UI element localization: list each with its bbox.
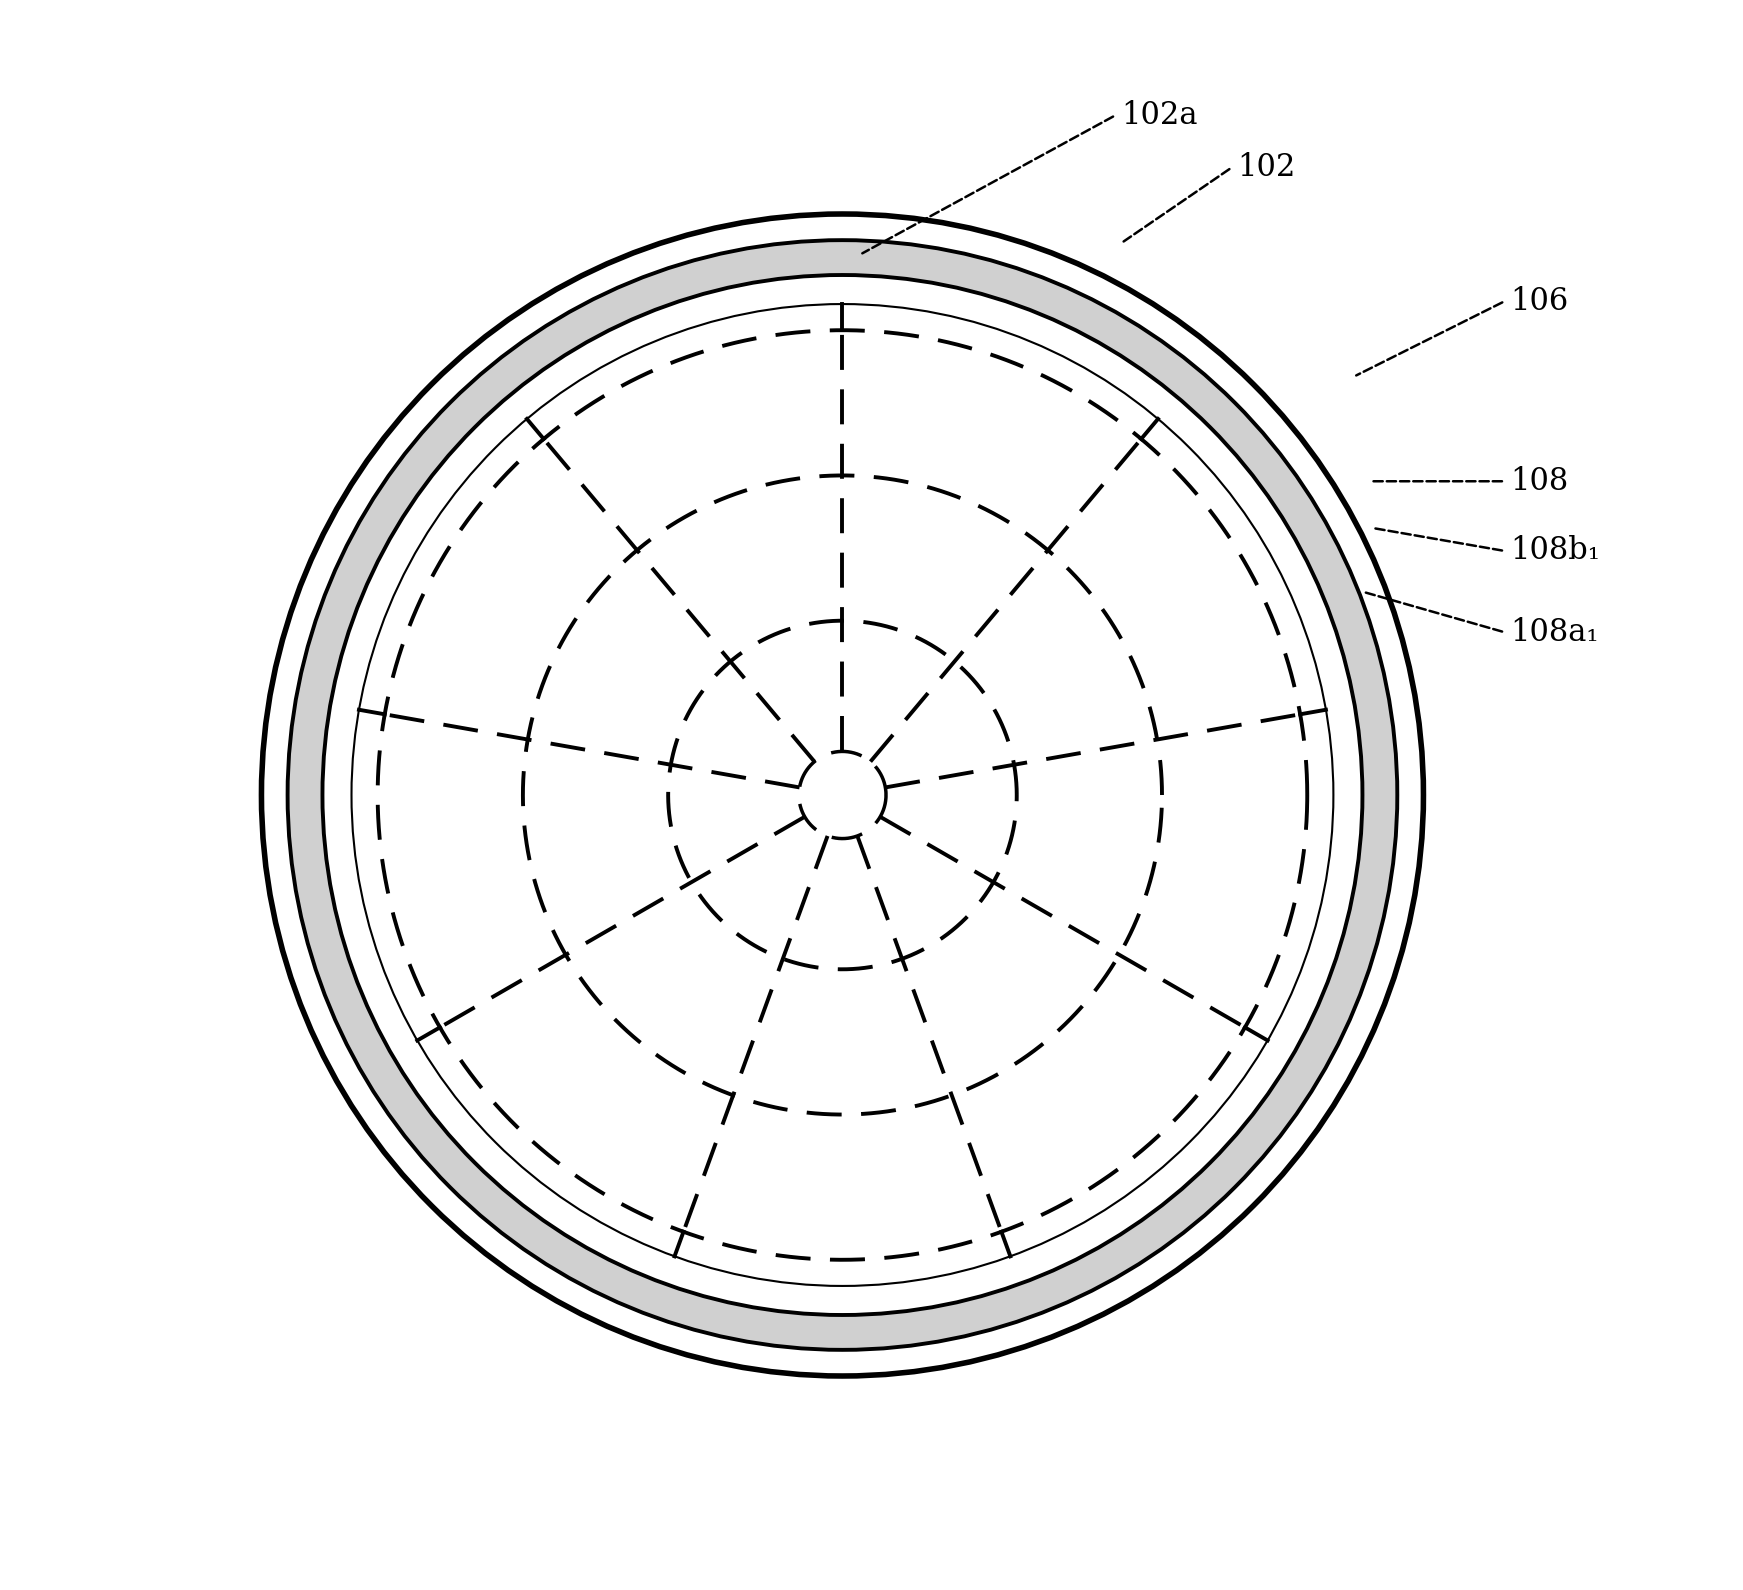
Text: 108b₁: 108b₁	[1511, 536, 1600, 566]
Text: 106: 106	[1511, 286, 1569, 316]
Circle shape	[288, 240, 1398, 1350]
Text: 108a₁: 108a₁	[1511, 617, 1600, 647]
Text: 108: 108	[1511, 466, 1569, 496]
Circle shape	[322, 275, 1363, 1315]
Text: 102a: 102a	[1121, 100, 1197, 130]
Text: 102: 102	[1238, 153, 1295, 183]
